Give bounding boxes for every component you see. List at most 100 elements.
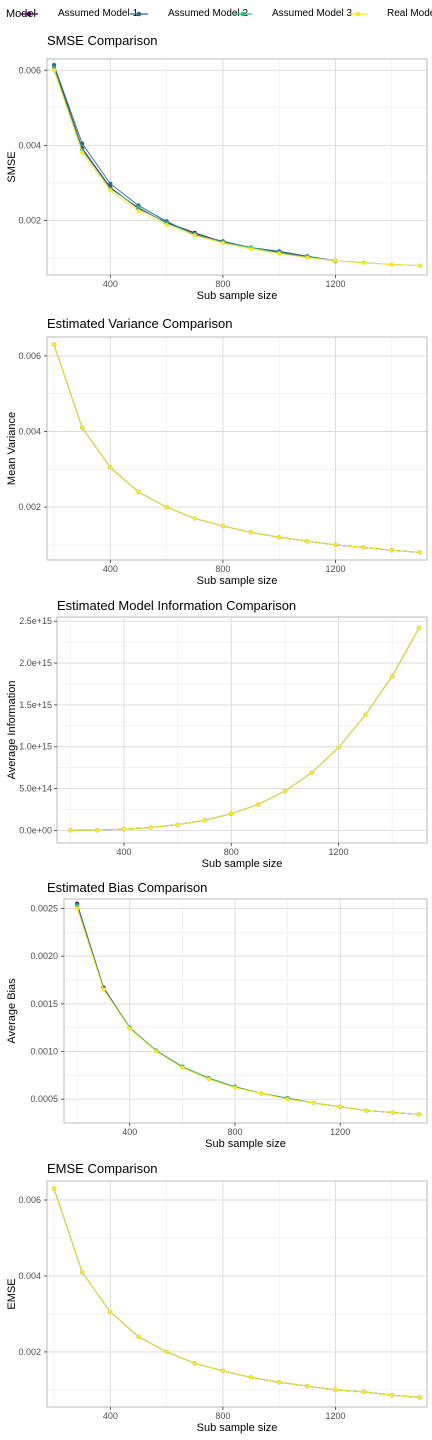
series-assumed-model-3 xyxy=(75,903,422,1117)
chart-title: SMSE Comparison xyxy=(47,33,158,48)
data-point xyxy=(285,1097,290,1102)
chart-title: EMSE Comparison xyxy=(47,1161,158,1176)
data-point xyxy=(417,550,423,555)
data-point xyxy=(136,209,141,214)
y-tick-label: 0.0015 xyxy=(30,999,58,1009)
data-point xyxy=(417,1112,422,1117)
data-point xyxy=(390,674,395,679)
data-point xyxy=(192,516,197,521)
data-point xyxy=(164,504,169,510)
x-tick-label: 800 xyxy=(215,279,230,289)
data-point xyxy=(277,251,282,256)
data-point xyxy=(333,258,338,263)
series-assumed-model-2 xyxy=(51,342,423,555)
y-tick-label: 1.0e+15 xyxy=(19,742,52,752)
y-axis-label: EMSE xyxy=(6,1278,18,1309)
data-point xyxy=(136,489,141,495)
series-line xyxy=(53,1188,421,1398)
data-point xyxy=(305,1384,310,1389)
data-point xyxy=(277,535,282,540)
series-assumed-model-3 xyxy=(68,625,422,833)
series-real-model xyxy=(51,342,423,555)
x-tick-label: 400 xyxy=(103,279,118,289)
chart-panel: Estimated Variance Comparison 400 800 1200 0… xyxy=(6,316,428,587)
data-point xyxy=(248,530,254,535)
x-tick-label: 400 xyxy=(117,847,132,857)
data-point xyxy=(220,240,226,246)
series-line xyxy=(53,344,421,553)
series-assumed-model-3 xyxy=(51,342,423,555)
data-point xyxy=(108,465,113,470)
data-point xyxy=(80,150,85,156)
data-point xyxy=(248,246,254,252)
x-axis-label: Sub sample size xyxy=(202,858,283,870)
data-point xyxy=(136,1334,141,1339)
series-assumed-model-3 xyxy=(51,65,423,268)
x-tick-label: 800 xyxy=(215,564,230,574)
panel-border xyxy=(46,336,428,561)
series-assumed-model-1 xyxy=(68,625,422,833)
chart-panel: SMSE Comparison 400 800 1200 0.002 0.004 0.006… xyxy=(6,33,428,302)
panel-border xyxy=(63,898,428,1124)
data-point xyxy=(333,1387,338,1393)
y-tick-label: 0.006 xyxy=(18,65,41,75)
x-tick-label: 1200 xyxy=(329,847,349,857)
data-point xyxy=(232,1085,238,1090)
legend-key xyxy=(349,11,367,17)
y-tick-label: 0.0025 xyxy=(30,904,58,914)
data-point xyxy=(389,262,394,267)
data-point xyxy=(95,828,100,833)
x-tick-label: 1200 xyxy=(326,279,346,289)
data-point xyxy=(75,906,80,911)
series-assumed-model-1 xyxy=(51,342,423,555)
data-point xyxy=(305,255,310,260)
data-point xyxy=(336,745,341,750)
data-point xyxy=(108,181,113,186)
series-real-model xyxy=(75,906,422,1117)
data-point xyxy=(390,1110,395,1115)
series-line xyxy=(70,627,420,831)
data-point xyxy=(164,1349,169,1355)
series-line xyxy=(70,627,420,831)
data-point xyxy=(338,1104,343,1109)
y-tick-label: 0.002 xyxy=(18,1347,41,1357)
data-point xyxy=(282,789,287,794)
legend-key-point xyxy=(26,11,32,17)
series-line xyxy=(70,627,420,831)
y-tick-label: 5.0e+14 xyxy=(19,784,52,794)
x-tick-label: 800 xyxy=(227,1127,242,1137)
data-point xyxy=(277,1380,282,1385)
data-point xyxy=(417,1395,423,1400)
series-assumed-model-3 xyxy=(51,1186,423,1400)
data-point xyxy=(136,205,141,210)
series-real-model xyxy=(51,1186,423,1400)
data-point xyxy=(121,827,127,832)
legend-key-point xyxy=(136,11,142,17)
data-point xyxy=(51,342,57,347)
data-point xyxy=(309,770,314,775)
x-axis-label: Sub sample size xyxy=(205,1138,286,1150)
x-axis-label: Sub sample size xyxy=(197,290,278,302)
series-line xyxy=(76,903,420,1115)
legend-key xyxy=(20,11,38,17)
data-point xyxy=(192,1361,197,1366)
panel-border xyxy=(46,1180,428,1408)
series-real-model xyxy=(68,625,422,833)
x-axis-label: Sub sample size xyxy=(197,1422,278,1434)
data-point xyxy=(68,828,73,833)
series-line xyxy=(53,344,421,553)
chart-title: Estimated Model Information Comparison xyxy=(57,598,296,613)
y-tick-label: 0.006 xyxy=(18,1195,41,1205)
data-point xyxy=(416,625,422,630)
chart-panel: EMSE Comparison 400 800 1200 0.002 0.004 0.006… xyxy=(6,1161,428,1434)
data-point xyxy=(229,811,234,816)
data-point xyxy=(361,260,366,266)
data-point xyxy=(389,1393,394,1398)
data-point xyxy=(206,1077,211,1082)
y-tick-label: 0.002 xyxy=(18,502,41,512)
data-point xyxy=(192,233,197,238)
y-tick-label: 0.004 xyxy=(18,1271,41,1281)
data-point xyxy=(220,1368,226,1374)
legend-key-point xyxy=(355,11,361,17)
